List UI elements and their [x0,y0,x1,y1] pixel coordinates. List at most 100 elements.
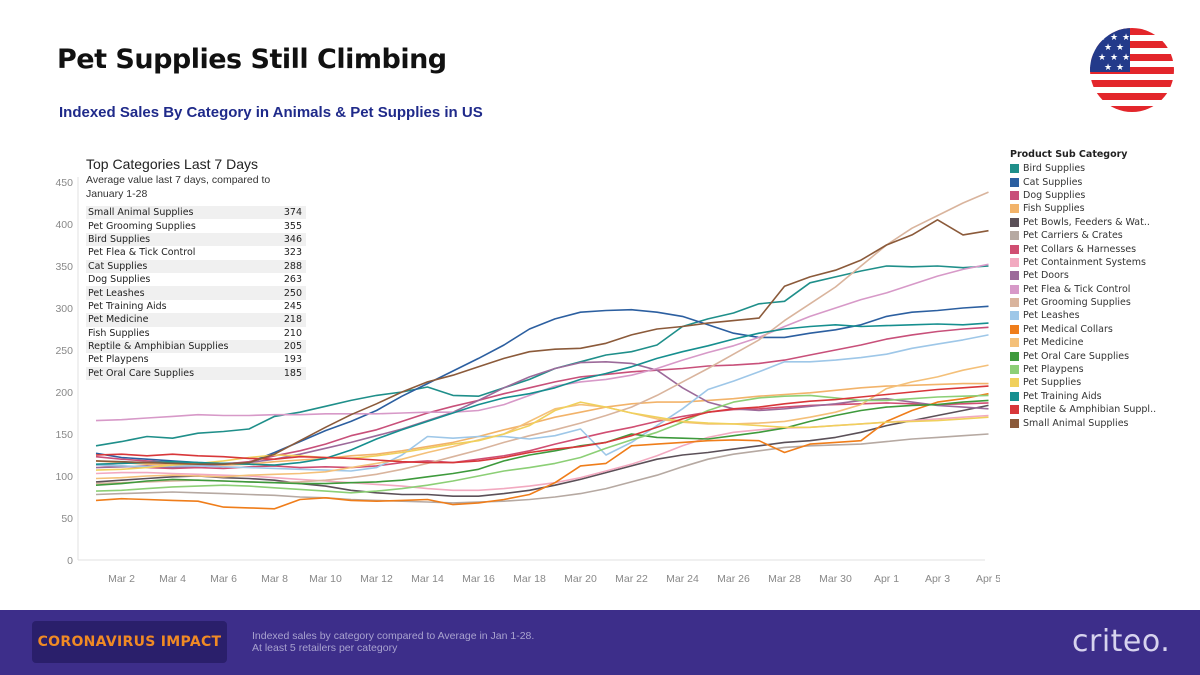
legend: Product Sub Category Bird Supplies Cat Su… [1010,149,1156,430]
category-name: Pet Oral Care Supplies [86,366,275,381]
top-categories-row: Pet Leashes 250 [86,286,306,300]
legend-swatch [1010,378,1019,388]
category-value: 355 [283,220,302,232]
x-tick-label: Mar 26 [717,573,750,585]
y-tick-label: 350 [55,261,73,273]
x-tick-label: Apr 1 [874,573,899,585]
x-tick-label: Mar 20 [564,573,597,585]
x-tick-label: Mar 10 [309,573,342,585]
legend-item: Cat Supplies [1010,175,1156,188]
legend-swatch [1010,271,1019,281]
chart-subtitle: Indexed Sales By Category in Animals & P… [59,104,483,121]
category-name: Pet Medicine [86,313,275,327]
legend-swatch [1010,351,1019,361]
legend-label: Pet Oral Care Supplies [1023,350,1130,362]
y-tick-label: 100 [55,471,73,483]
top-categories-row: Pet Playpens 193 [86,353,306,366]
legend-swatch [1010,365,1019,375]
svg-text:★: ★ [1098,53,1106,63]
legend-item: Reptile & Amphibian Suppl.. [1010,403,1156,416]
top-categories-panel: Top Categories Last 7 Days Average value… [86,156,308,381]
legend-label: Pet Training Aids [1023,390,1102,402]
category-name: Pet Leashes [86,286,275,300]
series-line [95,265,989,447]
legend-label: Dog Supplies [1023,189,1086,201]
category-value: 346 [274,232,306,247]
category-name: Small Animal Supplies [86,206,275,220]
footer: CORONAVIRUS IMPACT Indexed sales by cate… [0,610,1200,675]
y-tick-label: 300 [55,303,73,315]
legend-swatch [1010,418,1019,428]
top-categories-row: Pet Grooming Supplies 355 [86,219,306,232]
legend-swatch [1010,257,1019,267]
top-categories-row: Pet Training Aids 245 [86,300,306,313]
series-line [95,433,989,504]
svg-text:★: ★ [1122,53,1130,63]
coronavirus-impact-badge: CORONAVIRUS IMPACT [32,621,227,663]
top-categories-row: Dog Supplies 263 [86,273,306,286]
top-categories-table: Small Animal Supplies 374 Pet Grooming Sup… [86,206,306,381]
legend-label: Pet Leashes [1023,310,1080,322]
series-line [95,402,989,470]
legend-label: Fish Supplies [1023,203,1085,215]
top-categories-row: Pet Flea & Tick Control 323 [86,246,306,259]
legend-label: Pet Supplies [1023,377,1082,389]
legend-label: Pet Medicine [1023,337,1084,349]
legend-item: Bird Supplies [1010,162,1156,175]
footer-note-line-2: At least 5 retailers per category [252,642,398,654]
legend-label: Pet Grooming Supplies [1023,297,1131,309]
legend-item: Pet Flea & Tick Control [1010,283,1156,296]
svg-text:★: ★ [1116,43,1124,53]
us-flag-icon: ★ ★ ★ ★ ★ ★ ★ ★ ★ ★ [1090,28,1174,112]
top-categories-row: Pet Medicine 218 [86,313,306,327]
svg-text:★: ★ [1098,33,1106,43]
legend-item: Dog Supplies [1010,189,1156,202]
legend-item: Pet Grooming Supplies [1010,296,1156,309]
legend-item: Pet Supplies [1010,376,1156,389]
x-tick-label: Mar 4 [159,573,186,585]
top-categories-row: Pet Oral Care Supplies 185 [86,366,306,381]
top-categories-title: Top Categories Last 7 Days [86,156,258,172]
legend-item: Pet Medical Collars [1010,323,1156,336]
legend-item: Pet Collars & Harnesses [1010,242,1156,255]
legend-label: Pet Bowls, Feeders & Wat.. [1023,216,1150,228]
category-name: Fish Supplies [88,327,150,339]
series-line [95,394,989,494]
legend-swatch [1010,164,1019,174]
x-tick-label: Mar 12 [360,573,393,585]
line-chart: 0 50 100 150 200 250 300 350 400 450 Mar 2 Mar 4 Mar… [55,177,1000,585]
y-tick-label: 450 [55,177,73,189]
legend-title: Product Sub Category [1010,149,1128,160]
legend-label: Pet Flea & Tick Control [1023,283,1131,295]
legend-item: Pet Playpens [1010,363,1156,376]
x-tick-label: Mar 16 [462,573,495,585]
top-categories-row: Bird Supplies 346 [86,232,306,247]
legend-label: Pet Collars & Harnesses [1023,243,1137,255]
svg-text:★: ★ [1122,33,1130,43]
legend-swatch [1010,190,1019,200]
legend-item: Pet Training Aids [1010,390,1156,403]
category-name: Pet Flea & Tick Control [88,247,196,259]
legend-swatch [1010,177,1019,187]
category-value: 263 [283,274,302,286]
legend-label: Small Animal Supplies [1023,417,1129,429]
svg-text:★: ★ [1110,33,1118,43]
category-name: Reptile & Amphibian Supplies [86,339,275,354]
category-name: Cat Supplies [86,259,275,273]
legend-item: Pet Carriers & Crates [1010,229,1156,242]
x-tick-label: Mar 6 [210,573,237,585]
y-tick-label: 150 [55,429,73,441]
series-line [95,322,989,466]
legend-item: Small Animal Supplies [1010,416,1156,429]
category-value: 185 [274,366,306,381]
legend-item: Pet Oral Care Supplies [1010,349,1156,362]
legend-label: Pet Carriers & Crates [1023,230,1123,242]
series-line [95,334,989,472]
x-tick-label: Mar 2 [108,573,135,585]
legend-swatch [1010,311,1019,321]
x-tick-label: Mar 24 [666,573,699,585]
legend-swatch [1010,231,1019,241]
legend-label: Pet Playpens [1023,364,1084,376]
x-tick-label: Mar 18 [513,573,546,585]
legend-item: Fish Supplies [1010,202,1156,215]
